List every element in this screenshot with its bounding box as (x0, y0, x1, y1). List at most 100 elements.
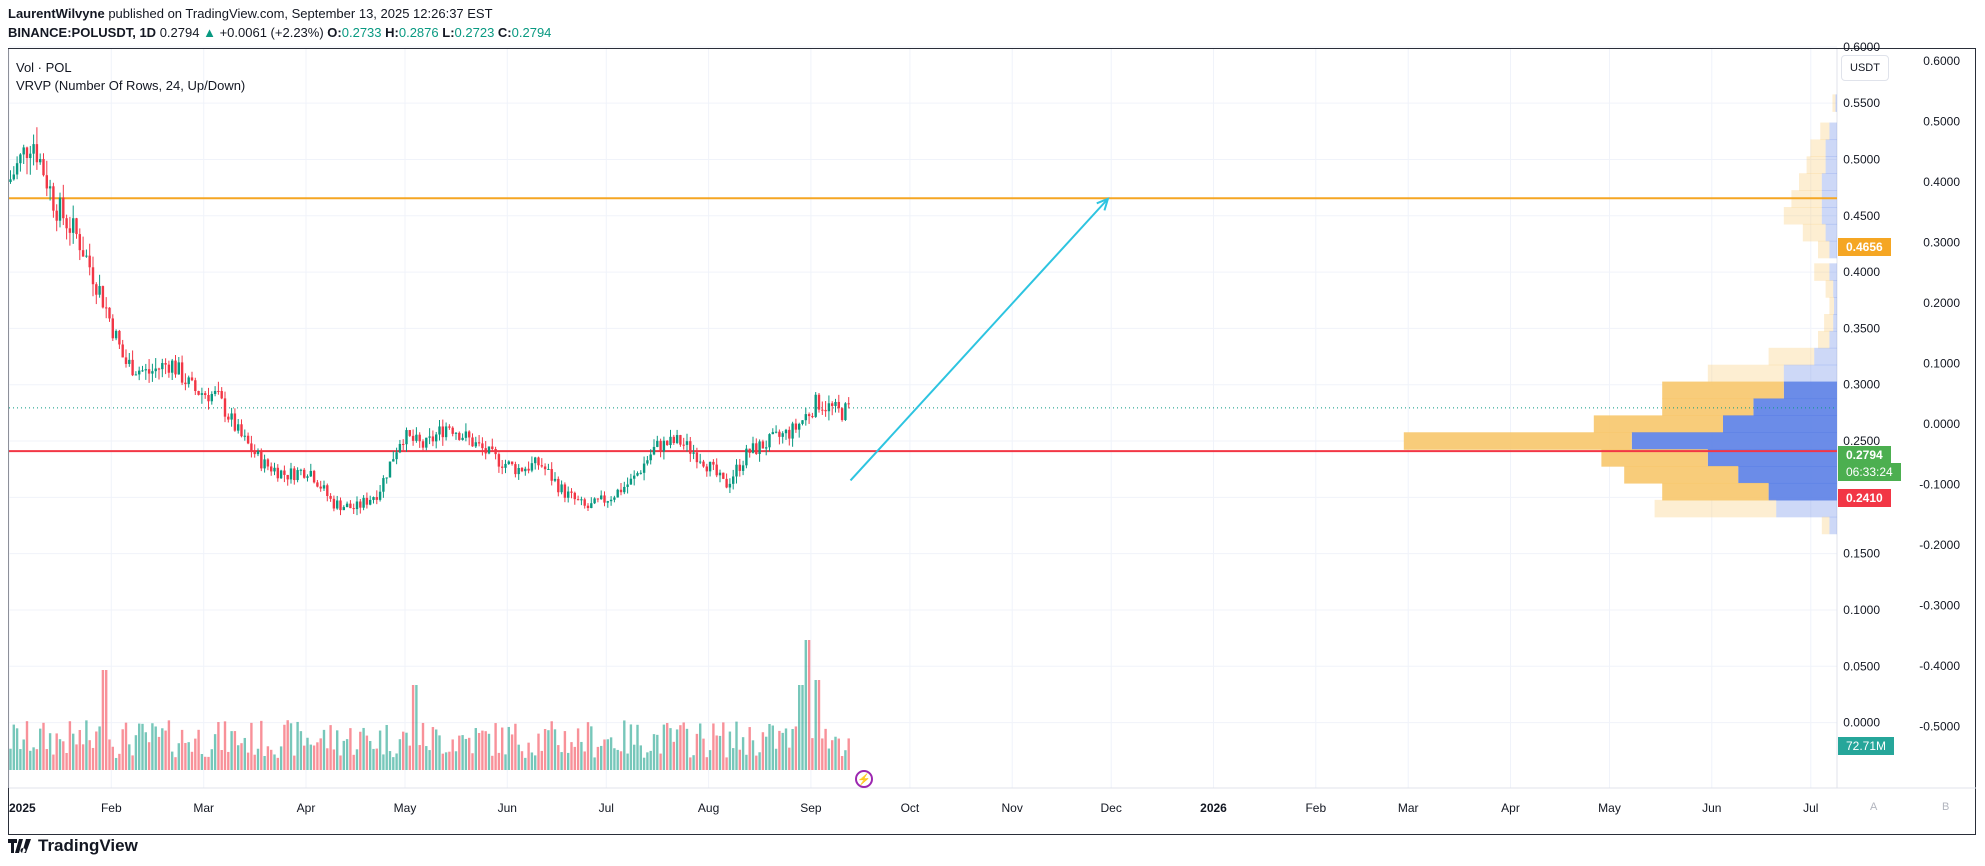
candle-body (207, 395, 210, 402)
volume-bar (728, 731, 732, 770)
candle-body (761, 441, 765, 449)
candle-body (88, 255, 91, 268)
candle-body (771, 432, 774, 435)
volume-bar (520, 751, 524, 770)
candle-body (167, 364, 171, 373)
volume-profile-down-bar (1821, 516, 1830, 535)
volume-legend[interactable]: Vol · POL (16, 60, 72, 75)
volume-bar (596, 746, 600, 770)
candle-body (646, 460, 649, 464)
currency-button[interactable]: USDT (1841, 55, 1889, 81)
candle-body (662, 440, 666, 452)
candle-body (468, 431, 471, 438)
volume-bar (550, 721, 553, 770)
log-scale-button[interactable]: B (1942, 801, 1950, 813)
volume-bar (147, 742, 151, 770)
volume-bar (715, 735, 718, 770)
candle-body (491, 446, 494, 449)
volume-bar (431, 727, 435, 770)
candle-body (319, 486, 322, 489)
volume-bar (468, 737, 471, 770)
candle-body (65, 218, 68, 229)
candle-body (75, 218, 78, 235)
tradingview-logo[interactable]: TradingView (8, 836, 138, 856)
candle-body (240, 424, 243, 437)
candle-body (108, 307, 111, 319)
volume-bar (738, 749, 741, 770)
volume-bar (81, 744, 85, 770)
volume-profile-up-bar (1825, 156, 1837, 174)
candle-body (273, 467, 276, 472)
candle-body (154, 368, 157, 372)
volume-bar (755, 755, 758, 770)
auto-scale-button[interactable]: A (1870, 801, 1878, 813)
price-tick-label: 0.1000 (1843, 603, 1880, 617)
volume-bar (151, 723, 154, 770)
candle-body (692, 452, 695, 454)
volume-bar (415, 685, 418, 770)
x-tick-label: May (394, 801, 417, 815)
candle-body (144, 369, 147, 371)
x-tick-label: Jun (1702, 801, 1721, 815)
volume-bar (339, 755, 342, 770)
candle-body (78, 234, 81, 251)
volume-bar (603, 739, 606, 770)
candle-body (68, 228, 72, 233)
volume-bar (309, 744, 312, 770)
published-text: published on TradingView.com, September … (108, 6, 493, 21)
author-name[interactable]: LaurentWilvyne (8, 6, 105, 21)
candle-body (583, 499, 586, 506)
volume-bar (197, 729, 200, 770)
candle-body (576, 499, 580, 501)
volume-bar (722, 722, 725, 770)
volume-bar (131, 755, 134, 770)
volume-bar (161, 728, 164, 770)
lightning-icon[interactable]: ⚡ (855, 770, 873, 788)
candle-body (834, 401, 837, 406)
candle-body (105, 307, 108, 309)
candle-body (732, 476, 735, 484)
price-tick-label: 0.1500 (1843, 547, 1880, 561)
candle-body (454, 432, 458, 434)
candle-body (378, 491, 382, 500)
volume-bar (639, 745, 642, 770)
candle-body (415, 434, 418, 441)
candle-body (121, 344, 124, 358)
volume-profile-down-bar (1825, 280, 1834, 298)
volume-profile-down-bar (1593, 415, 1723, 433)
volume-bar (385, 724, 388, 770)
vrvp-legend[interactable]: VRVP (Number Of Rows, 24, Up/Down) (16, 78, 246, 93)
candle-body (537, 457, 540, 466)
candle-body (570, 491, 573, 493)
volume-bar (672, 741, 675, 770)
candle-body (55, 210, 58, 221)
candle-body (35, 144, 39, 163)
volume-profile-up-bar (1707, 449, 1837, 467)
volume-bar (425, 746, 428, 770)
price-tick-label: 0.4500 (1843, 209, 1880, 223)
volume-bar (474, 728, 477, 770)
candle-body (200, 393, 204, 395)
candle-body (299, 469, 303, 471)
volume-bar (306, 737, 309, 770)
candle-body (557, 478, 560, 493)
volume-profile-up-bar (1829, 330, 1837, 349)
volume-bar (530, 752, 534, 770)
candle-body (246, 435, 250, 444)
volume-bar (840, 756, 844, 770)
volume-bar (15, 728, 19, 770)
candle-body (411, 435, 415, 441)
volume-bar (355, 749, 359, 770)
volume-profile-down-bar (1783, 207, 1822, 225)
low-label: L: (442, 25, 455, 40)
volume-bar (421, 722, 425, 770)
candle-body (345, 503, 349, 508)
candle-body (147, 369, 151, 374)
volume-bar (342, 740, 345, 770)
volume-bar (662, 724, 666, 770)
volume-bar (45, 749, 48, 770)
countdown-tag: 06:33:24 (1838, 463, 1901, 481)
candle-body (233, 413, 237, 431)
candle-body (369, 499, 372, 505)
